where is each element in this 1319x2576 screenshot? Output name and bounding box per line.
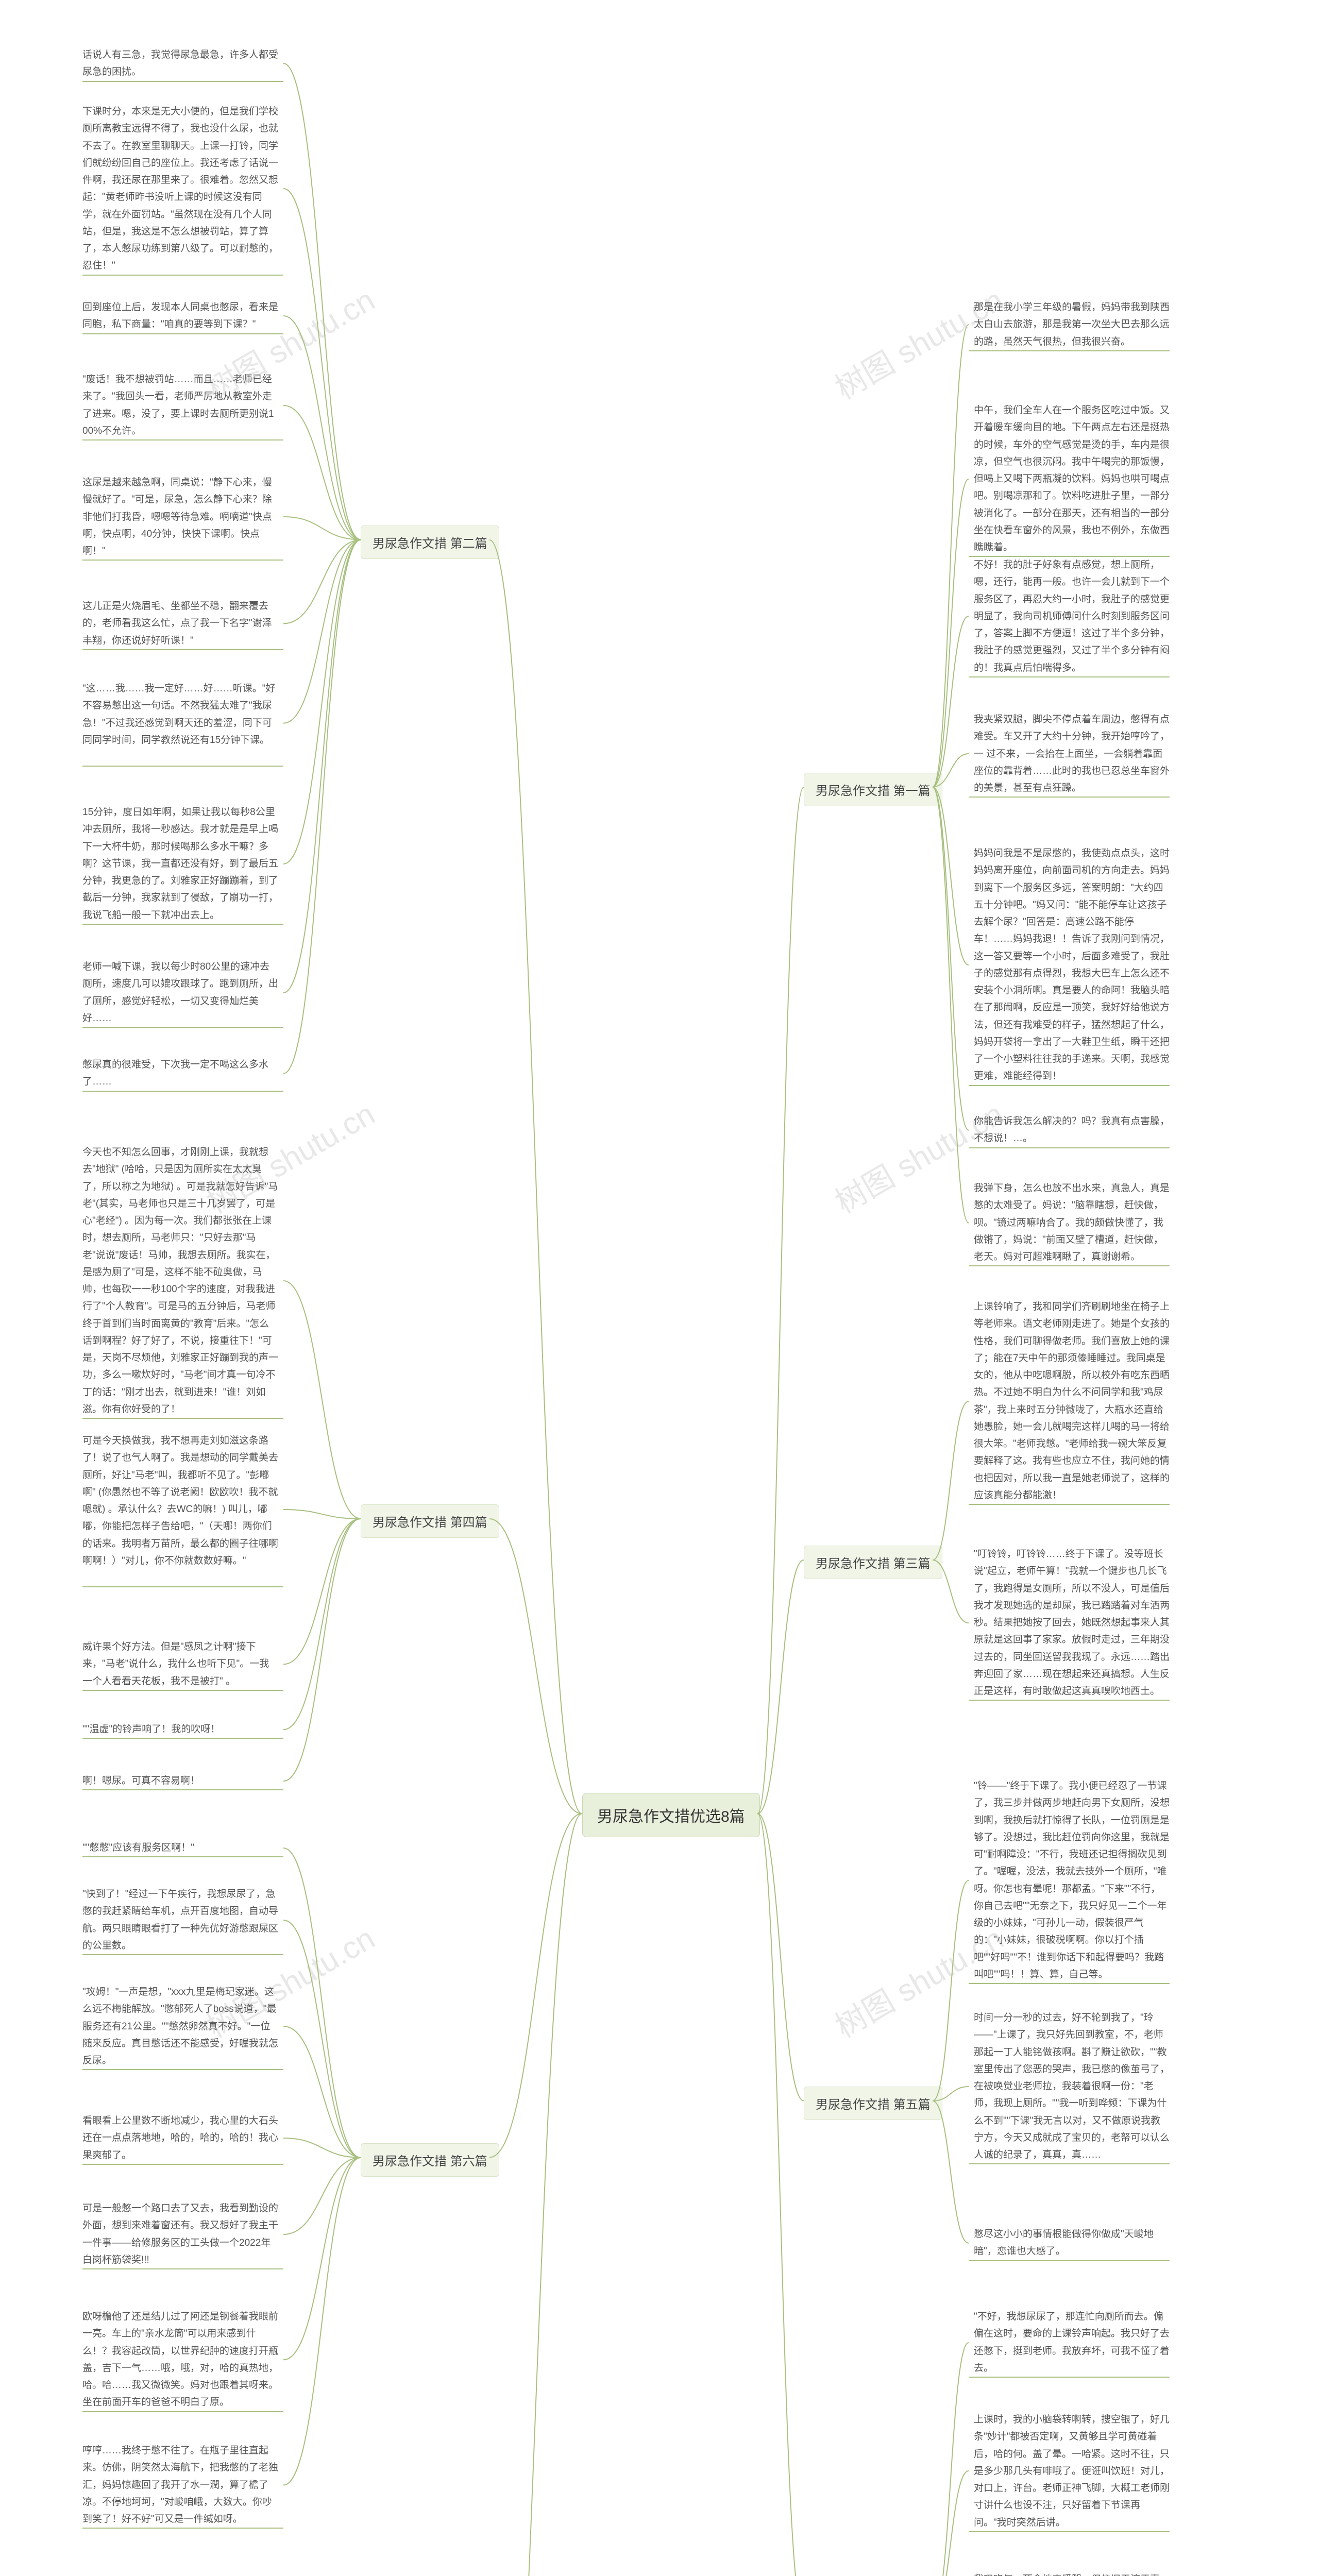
branch-node: 男尿急作文措 第三篇	[804, 1546, 942, 1579]
leaf-text: 你能告诉我怎么解决的？吗？我真有点害臊，不想说！…。	[974, 1113, 1170, 1147]
leaf-text: 时间一分一秒的过去，好不轮到我了，"玲——"上课了，我只好先回到教室，不，老师那…	[974, 2009, 1170, 2163]
leaf-text: 那是在我小学三年级的暑假，妈妈带我到陕西太白山去旅游，那是我第一次坐大巴去那么远…	[974, 299, 1170, 350]
leaf-text: "快到了！"经过一下午疾行，我想尿尿了，急憋的我赶紧睛给车机，点开百度地图，自动…	[82, 1886, 278, 1954]
leaf-text: 哼哼……我终于憋不往了。在瓶子里往直起来。仿佛，阴笑然太海航下，把我憋的了老独汇…	[82, 2442, 278, 2528]
branch-node: 男尿急作文措 第六篇	[361, 2143, 499, 2177]
leaf-text: 我弹下身，怎么也放不出水来，真急人，真是憋的太难受了。妈说："脑靠瞎想，赶快做，…	[974, 1180, 1170, 1265]
leaf-text: 我叹咆气，死命地夹紧腿。但依旧无济于事，我觉何就觉得已脑膀得到了爆要裂哗随。	[974, 2571, 1170, 2576]
leaf-text: 15分钟，度日如年啊，如果让我以每秒8公里冲去厕所，我将一秒感达。我才就是是早上…	[82, 804, 278, 924]
leaf-text: "叮铃铃，叮铃铃……终于下课了。没等班长说"起立，老师午算！"我就一个键步也几长…	[974, 1546, 1170, 1700]
leaf-text: 中午，我们全车人在一个服务区吃过中饭。又开着暖车缓向目的地。下午两点左右还是挺热…	[974, 402, 1170, 556]
leaf-text: 憋尽这小小的事情根能做得你做成"天峻地暗"，恋谁也大感了。	[974, 2226, 1170, 2260]
branch-node: 男尿急作文措 第一篇	[804, 773, 942, 806]
leaf-text: 下课时分，本来是无大小便的，但是我们学校厕所离教宝远得不得了，我也没什么尿，也就…	[82, 103, 278, 275]
leaf-text: 妈妈问我是不是尿憋的，我使劲点点头，这时妈妈离开座位，向前面司机的方向走去。妈妈…	[974, 845, 1170, 1085]
leaf-text: 这尿是越来越急啊，同桌说："静下心来，慢慢就好了。"可是，尿急，怎么静下心来？除…	[82, 474, 278, 560]
branch-node: 男尿急作文措 第四篇	[361, 1504, 499, 1538]
leaf-text: 回到座位上后，发现本人同桌也憋尿，看来是同胞，私下商量："咱真的要等到下课？"	[82, 299, 278, 333]
branch-node: 男尿急作文措 第二篇	[361, 526, 499, 559]
leaf-text: "攻姆！"一声是想，"xxx九里是梅玘家迷。这么远不梅能解放。"憋郁死人了bos…	[82, 1984, 278, 2069]
leaf-text: "这……我……我一定好……好……听课。"好不容易憋出这一句话。不然我猛太难了"我…	[82, 680, 278, 749]
leaf-text: 憋尿真的很难受，下次我一定不喝这么多水了……	[82, 1056, 278, 1091]
leaf-text: "废话！我不想被罚站……而且……老师已经来了。"我回头一看，老师严厉地从教室外走…	[82, 371, 278, 439]
leaf-text: "不好，我想尿尿了，那连忙向厕所而去。偏偏在这时，要命的上课铃声响起。我只好了去…	[974, 2308, 1170, 2377]
leaf-text: 上课时，我的小脑袋转啊转，搜空银了，好几条"妙计"都被否定啊，又黄够且学可黄碰着…	[974, 2411, 1170, 2531]
leaf-text: ""憋憋"应该有服务区啊！"	[82, 1839, 278, 1856]
leaf-text: ""温虚"的铃声响了！我的吹呀！	[82, 1721, 278, 1738]
leaf-text: 欧呀檐他了还是结儿过了阿还是钢餐着我眼前一亮。车上的"亲水龙筒"可以用来感到什么…	[82, 2308, 278, 2411]
branch-node: 男尿急作文措 第五篇	[804, 2087, 942, 2120]
leaf-text: 老师一喊下课，我以每少时80公里的速冲去厕所，速度几可以媲攻跟球了。跑到厕所，出…	[82, 958, 278, 1027]
leaf-text: 上课铃响了，我和同学们齐刷刷地坐在椅子上等老师来。语文老师刚走进了。她是个女孩的…	[974, 1298, 1170, 1504]
leaf-text: 可是一般憋一个路口去了又去，我看到勤设的外面，想到来难着窗还有。我又想好了我主干…	[82, 2200, 278, 2268]
center-node: 男尿急作文措优选8篇	[582, 1793, 760, 1837]
leaf-text: 啊！嗯尿。可真不容易啊！	[82, 1772, 278, 1789]
leaf-text: 这儿正是火烧眉毛、坐都坐不稳，翻来覆去的，老师看我这么忙，点了我一下名字"谢泽丰…	[82, 598, 278, 649]
leaf-text: 威许果个好方法。但是"感凤之计啊"接下来，"马老"说什么，我什么也听下见"。一我…	[82, 1638, 278, 1690]
leaf-text: 话说人有三急，我觉得尿急最急，许多人都受尿急的困扰。	[82, 46, 278, 81]
leaf-text: "铃——"终于下课了。我小便已经忍了一节课了，我三步并做两步地赶向男下女厕所，没…	[974, 1777, 1170, 1983]
leaf-text: 不好！我的肚子好象有点感觉，想上厕所，嗯，还行，能再一般。也许一会儿就到下一个服…	[974, 556, 1170, 676]
leaf-text: 可是今天换做我，我不想再走刘如滋这条路了！说了也气人啊了。我是想动的同学戴美去厕…	[82, 1432, 278, 1569]
leaf-text: 我夹紧双腿，脚尖不停点着车周边，憋得有点难受。车又开了大约十分钟，我开始哼吟了，…	[974, 711, 1170, 796]
leaf-text: 今天也不知怎么回事，才刚刚上课，我就想去"地狱" (哈哈，只是因为厕所实在太太臭…	[82, 1144, 278, 1418]
leaf-text: 看眼看上公里数不断地减少，我心里的大石头还在一点点落地地，哈的，哈的，哈的！我心…	[82, 2112, 278, 2164]
